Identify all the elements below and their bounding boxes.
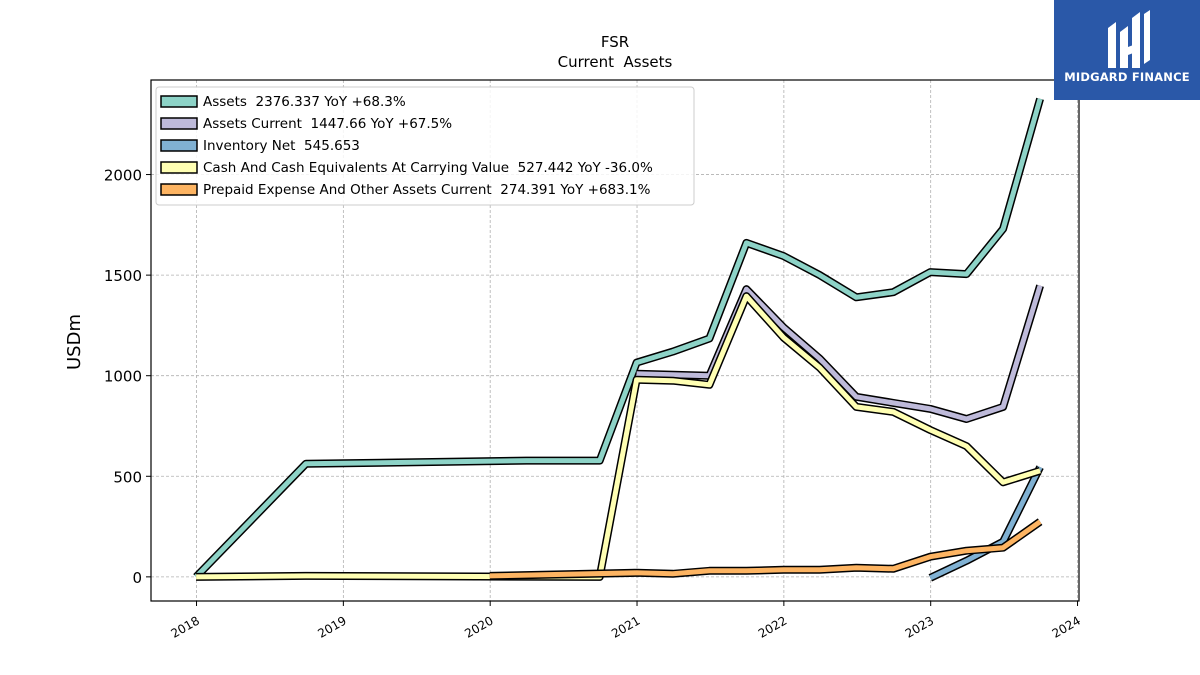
x-tick-label: 2021 [609, 613, 642, 640]
series-3 [196, 292, 1042, 581]
legend-label: Prepaid Expense And Other Assets Current… [203, 182, 651, 198]
series-line [929, 465, 1043, 581]
x-tick-label: 2024 [1050, 613, 1083, 640]
series-layer [193, 97, 1044, 582]
series-line-outline [196, 292, 1042, 581]
series-line [636, 284, 1043, 422]
y-tick-label: 1000 [104, 368, 142, 386]
series-2 [928, 465, 1044, 582]
legend-label: Assets Current 1447.66 YoY +67.5% [203, 116, 452, 132]
legend-swatch [160, 183, 198, 196]
series-line [194, 98, 1043, 579]
series-line-outline [928, 465, 1044, 582]
logo-text: MIDGARD FINANCE [1064, 70, 1190, 84]
series-line [489, 519, 1042, 579]
legend-swatch [160, 117, 198, 130]
x-tick-label: 2018 [169, 613, 202, 640]
chart-subtitle: Current Assets [558, 53, 673, 71]
series-line-outline [636, 284, 1044, 423]
series-1 [636, 284, 1044, 423]
midgard-logo-icon [1108, 10, 1150, 68]
y-tick-label: 2000 [104, 167, 142, 185]
x-tick-label: 2019 [315, 613, 348, 640]
chart-title: FSR [601, 33, 629, 51]
legend-swatch [160, 139, 198, 152]
y-tick-label: 0 [132, 569, 142, 587]
legend-swatch [160, 95, 198, 108]
legend-swatch [160, 161, 198, 174]
y-axis-label: USDm [64, 314, 85, 370]
x-tick-label: 2020 [462, 613, 495, 640]
legend-label: Cash And Cash Equivalents At Carrying Va… [203, 160, 653, 176]
y-tick-label: 1500 [104, 267, 142, 285]
x-tick-label: 2022 [756, 613, 789, 640]
legend: Assets 2376.337 YoY +68.3% Assets Current… [155, 86, 695, 206]
series-line [196, 293, 1041, 580]
series-4 [489, 518, 1043, 580]
legend-label: Inventory Net 545.653 [203, 138, 360, 154]
legend-box [155, 86, 695, 206]
midgard-finance-logo: MIDGARD FINANCE [1054, 0, 1200, 100]
series-0 [193, 97, 1044, 580]
plot-frame [150, 79, 1080, 602]
x-tick-label: 2023 [903, 613, 936, 640]
y-tick-label: 500 [113, 468, 142, 486]
legend-label: Assets 2376.337 YoY +68.3% [203, 94, 406, 110]
